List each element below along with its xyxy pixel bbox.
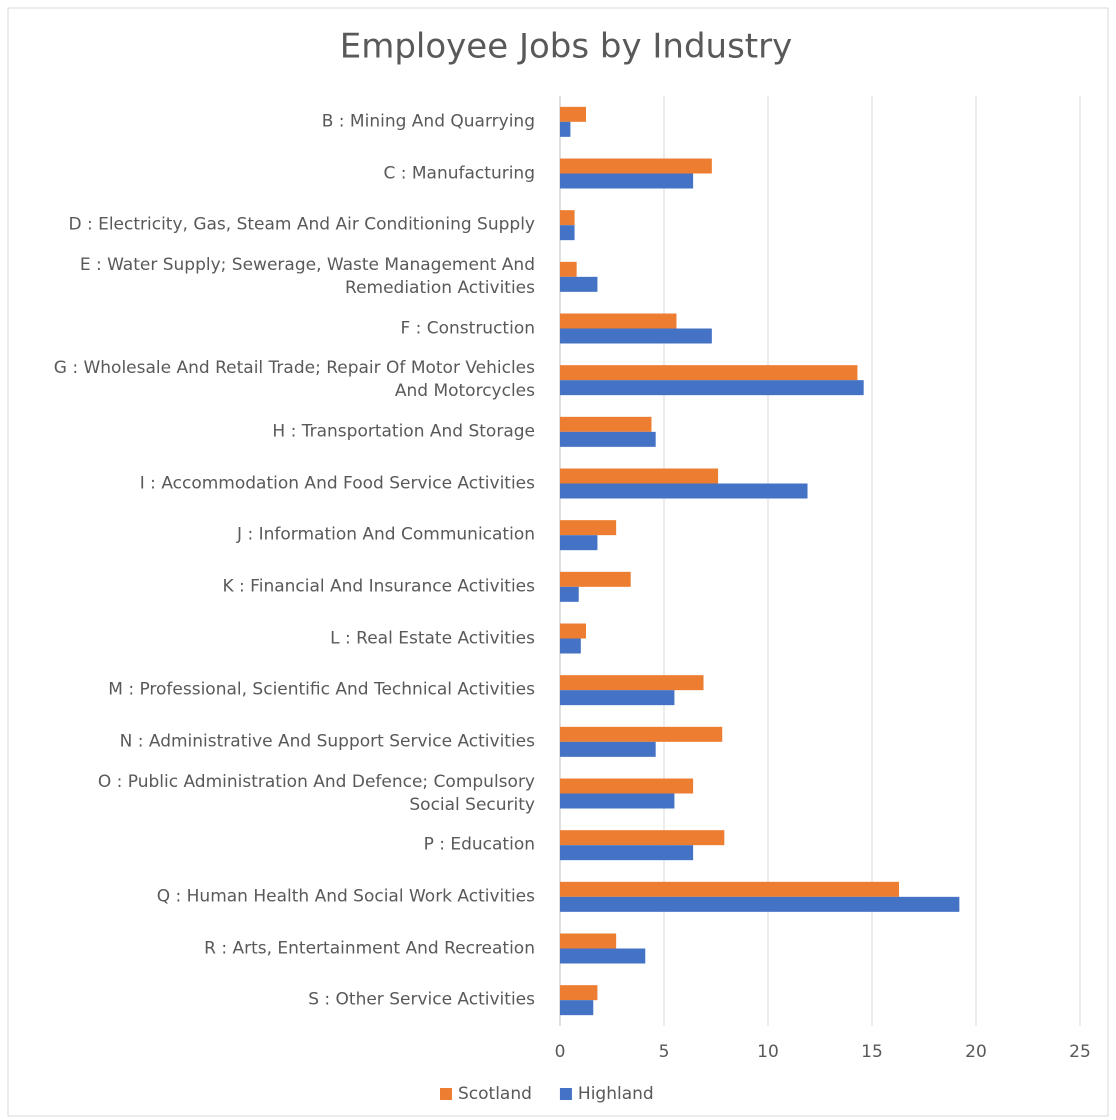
bar — [560, 431, 656, 447]
y-tick-label: G : Wholesale And Retail Trade; Repair O… — [53, 358, 535, 402]
bar — [560, 416, 652, 432]
y-tick-label: Q : Human Health And Social Work Activit… — [156, 886, 535, 907]
y-tick-label: L : Real Estate Activities — [330, 628, 535, 648]
bar — [560, 380, 864, 396]
bar — [560, 933, 617, 949]
y-tick-label: H : Transportation And Storage — [272, 421, 535, 442]
bar — [560, 225, 575, 241]
y-tick-label: J : Information And Communication — [237, 524, 535, 545]
y-tick-label: F : Construction — [400, 318, 535, 338]
chart-title: Employee Jobs by Industry — [340, 27, 793, 67]
y-tick-label: C : Manufacturing — [383, 163, 535, 183]
bar — [560, 741, 656, 757]
bar — [560, 586, 579, 602]
bar — [560, 571, 631, 587]
bar — [560, 638, 581, 654]
bar — [560, 313, 677, 329]
bar — [560, 173, 694, 189]
bar — [560, 106, 586, 122]
bar — [560, 158, 712, 174]
y-tick-label: I : Accommodation And Food Service Activ… — [139, 473, 535, 493]
bar — [560, 675, 704, 691]
bar — [560, 948, 646, 964]
y-tick-label: O : Public Administration And Defence; C… — [97, 771, 535, 815]
y-tick-label: B : Mining And Quarrying — [321, 111, 535, 132]
x-tick-label: 15 — [861, 1042, 883, 1062]
chart-border — [7, 7, 1109, 1117]
legend-label: Scotland — [458, 1084, 532, 1104]
x-tick-label: 5 — [659, 1042, 670, 1062]
bar — [560, 328, 712, 344]
bar — [560, 830, 725, 846]
bar — [560, 881, 900, 897]
bar — [560, 210, 575, 226]
bar — [560, 276, 598, 292]
bar — [560, 121, 571, 137]
bar — [560, 985, 598, 1001]
bar — [560, 261, 577, 277]
y-tick-label: N : Administrative And Support Service A… — [119, 731, 535, 752]
y-tick-label: M : Professional, Scientific And Technic… — [108, 679, 535, 700]
bar — [560, 896, 960, 912]
bar — [560, 726, 723, 742]
legend-swatch — [440, 1088, 452, 1100]
bar — [560, 483, 808, 499]
x-tick-label: 0 — [555, 1042, 566, 1062]
y-tick-label: S : Other Service Activities — [308, 989, 535, 1010]
legend-label: Highland — [578, 1084, 654, 1104]
bar — [560, 778, 694, 794]
y-tick-label: R : Arts, Entertainment And Recreation — [204, 938, 535, 958]
y-tick-label: E : Water Supply; Sewerage, Waste Manage… — [79, 254, 535, 298]
legend-swatch — [559, 1088, 572, 1100]
x-tick-label: 10 — [757, 1042, 779, 1062]
bar — [560, 468, 719, 484]
x-tick-label: 25 — [1069, 1042, 1091, 1062]
y-tick-label: K : Financial And Insurance Activities — [222, 576, 536, 597]
bar — [560, 535, 598, 551]
bar — [560, 845, 694, 861]
bar — [560, 623, 586, 639]
bar — [560, 690, 675, 706]
x-tick-label: 20 — [965, 1042, 987, 1062]
bar — [560, 793, 675, 809]
bar — [560, 1000, 594, 1016]
y-tick-label: D : Electricity, Gas, Steam And Air Cond… — [68, 214, 535, 235]
y-tick-label: P : Education — [423, 834, 535, 855]
bar — [560, 365, 858, 381]
bar — [560, 520, 617, 536]
